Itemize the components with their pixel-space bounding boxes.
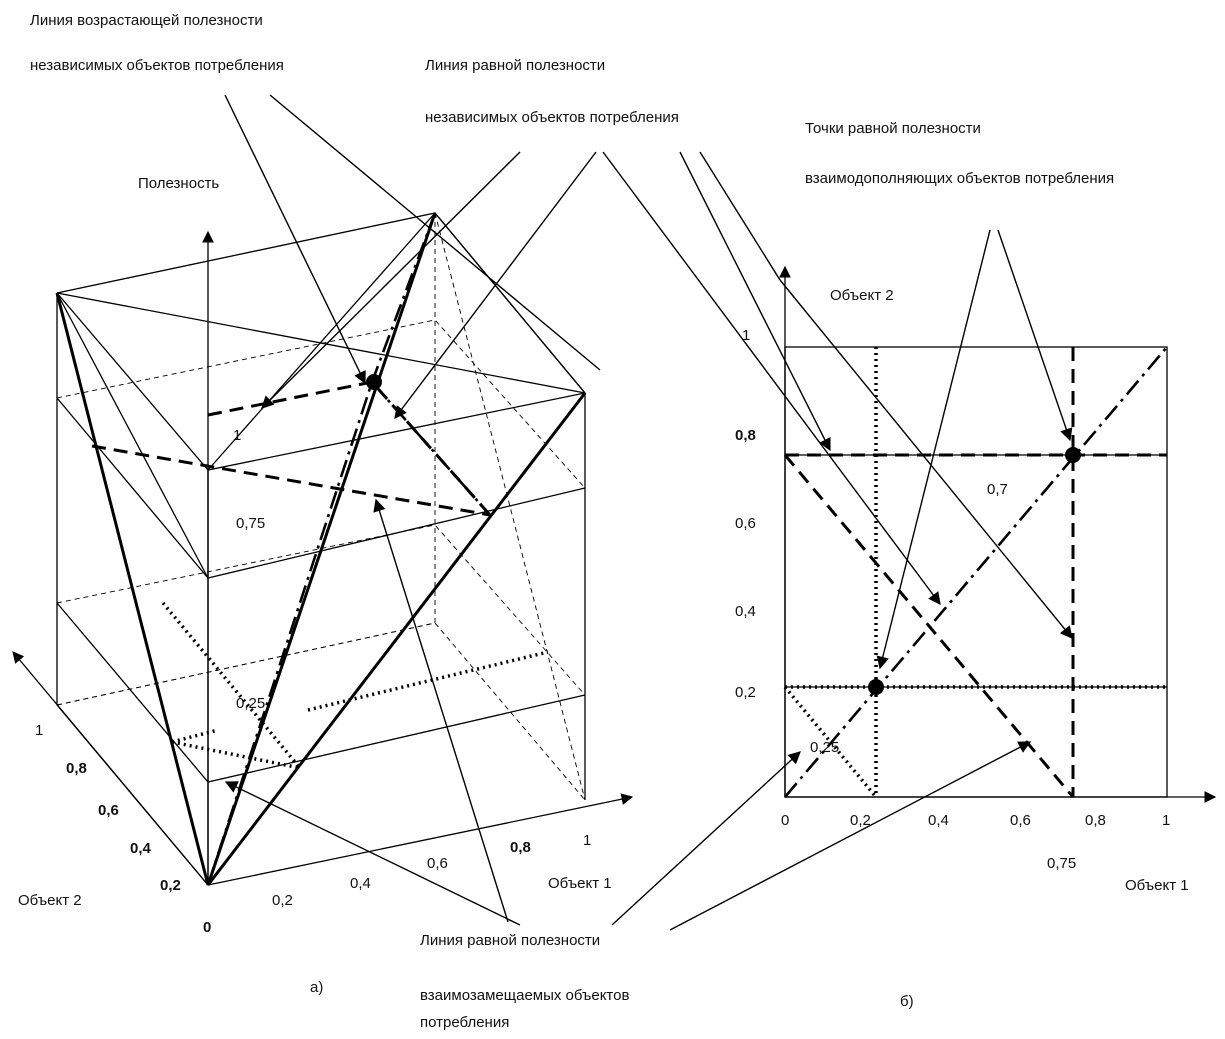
object1-axis-label-b: Объект 1 (1125, 877, 1189, 894)
tick-a-o1-06: 0,6 (427, 855, 448, 872)
equal-utility-point-a (366, 374, 382, 390)
caption-a: а) (310, 979, 323, 996)
tick-a-o2-06: 0,6 (98, 802, 119, 819)
equal-utility-independent-a (91, 212, 492, 886)
tick-b-o1-02: 0,2 (850, 812, 871, 829)
label-equal-points-1: Точки равной полезности (805, 120, 981, 137)
label-equal-substitutes-2: взаимозамещаемых объектов (420, 987, 629, 1004)
tick-a-origin: 0 (203, 919, 211, 936)
level-label-075: 0,75 (236, 515, 265, 532)
equal-utility-point-low (868, 679, 884, 695)
tick-a-o2-1: 1 (35, 722, 43, 739)
tick-b-o1-06: 0,6 (1010, 812, 1031, 829)
label-rising-utility-1: Линия возрастающей полезности (30, 12, 263, 29)
tick-a-o1-1: 1 (583, 832, 591, 849)
tick-b-o2-02: 0,2 (735, 684, 756, 701)
value-label-075: 0,75 (1047, 855, 1076, 872)
tick-b-o2-06: 0,6 (735, 515, 756, 532)
label-equal-independent-1: Линия равной полезности (425, 57, 605, 74)
tick-a-o1-02: 0,2 (272, 892, 293, 909)
label-equal-substitutes-1: Линия равной полезности (420, 932, 600, 949)
caption-b: б) (900, 993, 914, 1010)
utility-axis-label: Полезность (138, 175, 219, 192)
value-label-025: 0,25 (810, 739, 839, 756)
tick-a-o1-08: 0,8 (510, 839, 531, 856)
tick-b-o1-04: 0,4 (928, 812, 949, 829)
tick-b-o2-1: 1 (742, 327, 750, 344)
tick-b-o2-08: 0,8 (735, 427, 756, 444)
object2-axis-label-b: Объект 2 (830, 287, 894, 304)
tick-a-o2-04: 0,4 (130, 840, 152, 857)
tick-a-o1-04: 0,4 (350, 875, 371, 892)
label-equal-substitutes-3: потребления (420, 1014, 509, 1031)
cube-axes (12, 230, 634, 886)
level-label-025: 0,25 (236, 695, 265, 712)
equal-utility-substitutes-a (161, 601, 549, 770)
tick-b-o1-08: 0,8 (1085, 812, 1106, 829)
object1-axis-a (207, 793, 634, 886)
label-rising-utility-2: независимых объектов потребления (30, 57, 284, 74)
tick-b-o2-04: 0,4 (735, 603, 756, 620)
label-equal-points-2: взаимодополняющих объектов потребления (805, 170, 1114, 187)
tick-a-o2-08: 0,8 (66, 760, 87, 777)
tick-b-o1-1: 1 (1162, 812, 1170, 829)
object2-axis-label-a: Объект 2 (18, 892, 82, 909)
level-label-1: 1 (233, 427, 241, 444)
label-equal-independent-2: независимых объектов потребления (425, 109, 679, 126)
equal-utility-point-high (1065, 447, 1081, 463)
cube-bold-edges (55, 212, 587, 886)
tick-a-o2-02: 0,2 (160, 877, 181, 894)
callout-arrows (224, 94, 1073, 931)
value-label-07: 0,7 (987, 481, 1008, 498)
object2-axis-a (12, 651, 209, 886)
object1-axis-label-a: Объект 1 (548, 875, 612, 892)
tick-b-o1-0: 0 (781, 812, 789, 829)
grid-b (779, 265, 1217, 803)
